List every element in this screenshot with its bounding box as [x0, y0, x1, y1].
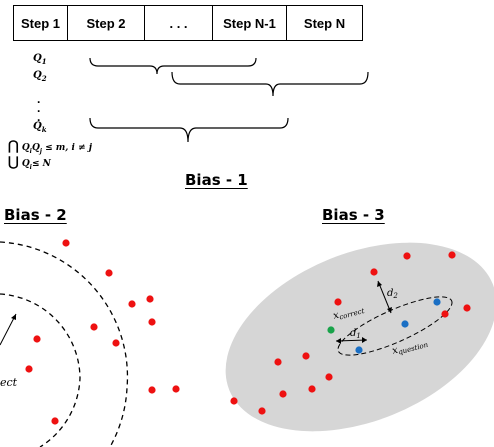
d2-arrowhead-bottom	[387, 307, 392, 313]
brace-qk	[89, 117, 289, 143]
red-point	[146, 295, 154, 303]
red-point	[308, 385, 316, 393]
radius-arrow	[0, 313, 17, 346]
bias-3-title: Bias - 3	[322, 206, 385, 224]
step-cell: . . .	[145, 6, 213, 40]
red-point	[441, 310, 449, 318]
red-point	[51, 417, 59, 425]
red-point	[90, 323, 98, 331]
d2-arrow	[377, 280, 392, 314]
bias-3-ellipse	[225, 242, 494, 432]
green-correct-point	[327, 326, 335, 334]
red-point	[62, 239, 70, 247]
blue-question-point	[401, 320, 409, 328]
red-point	[105, 269, 113, 277]
d2-label: d2	[387, 288, 398, 300]
brace-q1	[89, 57, 257, 75]
red-point	[148, 318, 156, 326]
red-point	[370, 268, 378, 276]
red-point	[302, 352, 310, 360]
vertical-ellipsis: · · ·	[37, 95, 41, 127]
bias-1-title: Bias - 1	[185, 171, 248, 189]
red-point	[463, 304, 471, 312]
brace-q2	[171, 71, 369, 97]
red-point	[403, 252, 411, 260]
inner-dashed-circle	[0, 293, 81, 447]
blue-question-point	[355, 346, 363, 354]
red-point	[112, 339, 120, 347]
intersection-constraint: ⋂ QiQj ≤ m, i ≠ j	[8, 139, 93, 155]
d2-arrowhead-top	[377, 281, 382, 287]
step-cell: Step 1	[14, 6, 68, 40]
query-label-2: Q2	[33, 70, 47, 83]
red-point	[279, 390, 287, 398]
red-point	[258, 407, 266, 415]
red-point	[172, 385, 180, 393]
red-point	[325, 373, 333, 381]
query-label-k: Qk	[33, 121, 47, 134]
outer-dashed-circle	[0, 241, 129, 447]
red-point	[230, 397, 238, 405]
red-point	[128, 300, 136, 308]
steps-table: Step 1 Step 2 . . . Step N-1 Step N	[13, 5, 363, 41]
red-point	[274, 358, 282, 366]
step-cell: Step 2	[68, 6, 145, 40]
question-dashed-ellipse	[337, 296, 453, 356]
red-point	[334, 298, 342, 306]
bias-2-title: Bias - 2	[4, 206, 67, 224]
d1-arrowhead-left	[336, 338, 341, 344]
union-constraint: ⋃ Qi≤ N	[8, 155, 51, 171]
step-cell: Step N-1	[213, 6, 287, 40]
query-label-1: Q1	[33, 53, 47, 66]
d1-label: d1	[350, 328, 361, 340]
d1-arrow	[335, 339, 368, 342]
red-point	[25, 365, 33, 373]
radius-arrowhead	[11, 314, 16, 320]
step-cell: Step N	[303, 15, 346, 31]
red-point	[33, 335, 41, 343]
red-point	[448, 251, 456, 259]
d1-arrowhead-right	[362, 337, 367, 343]
bias-2-partial-label: ect	[0, 376, 18, 389]
red-point	[148, 386, 156, 394]
blue-question-point	[433, 298, 441, 306]
